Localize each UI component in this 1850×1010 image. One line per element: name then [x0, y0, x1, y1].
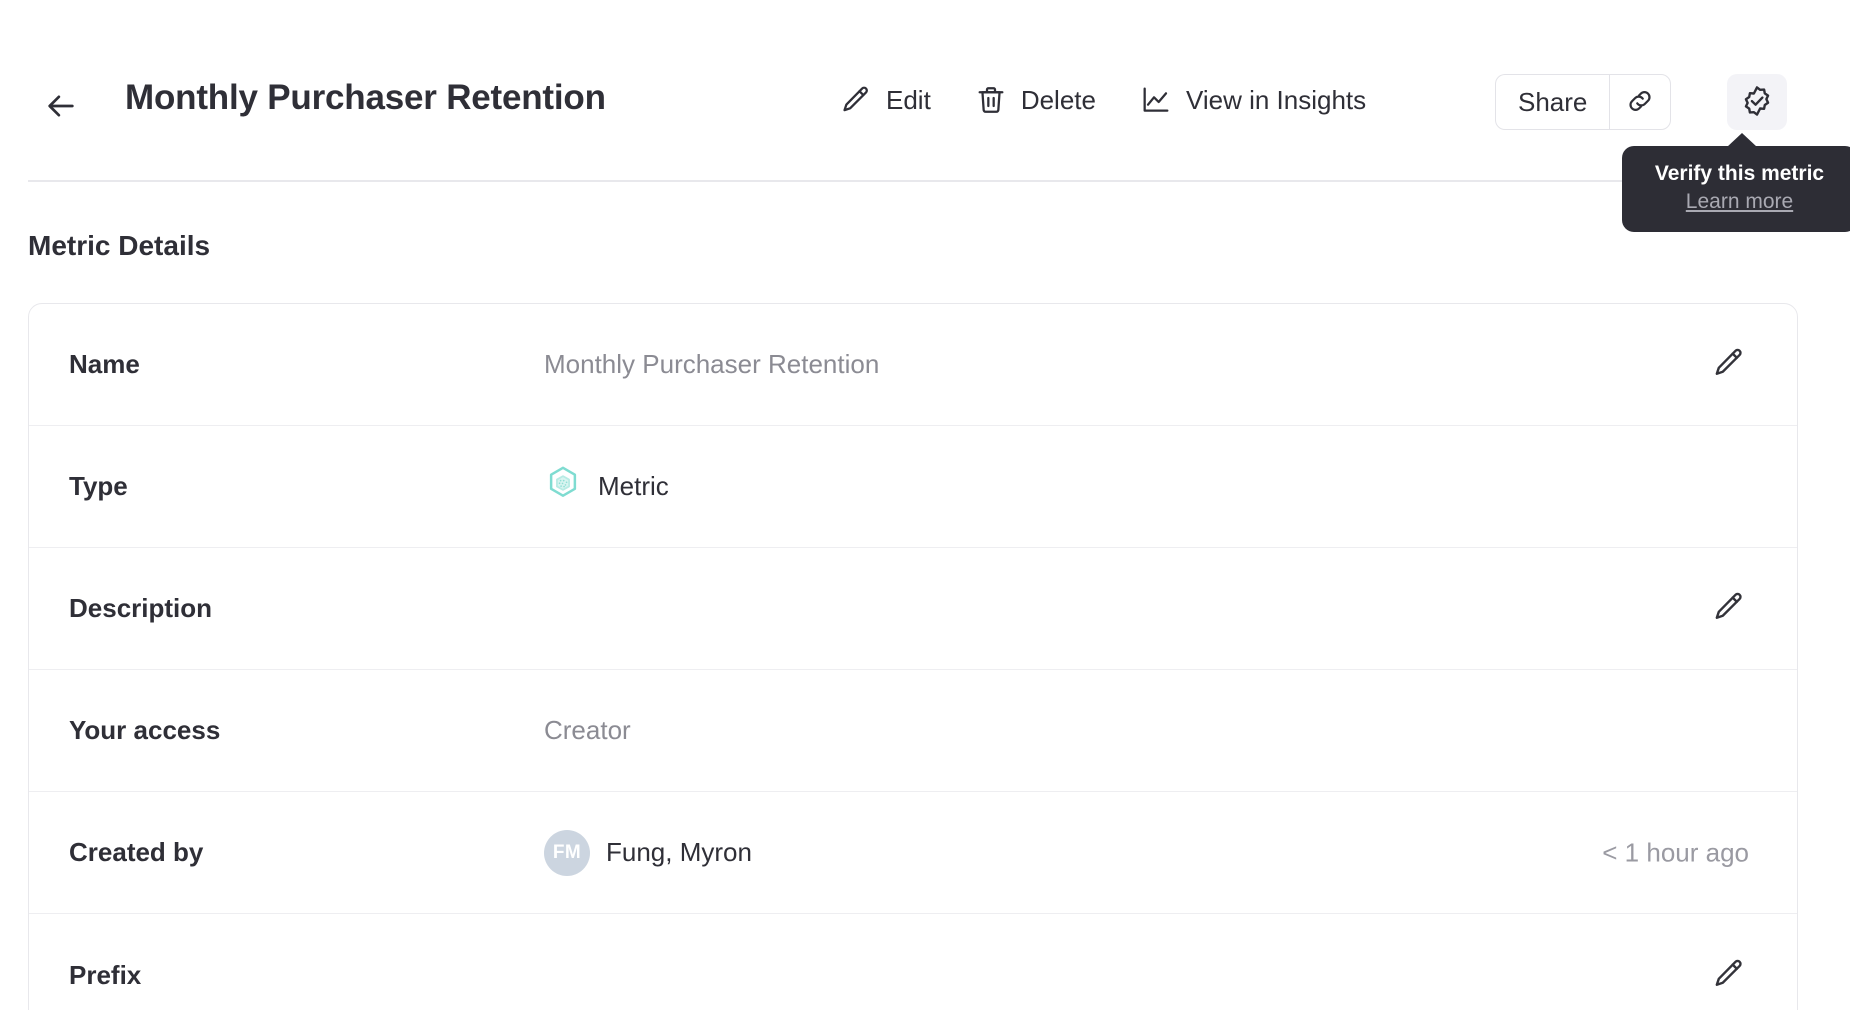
edit-button-label: Edit: [886, 84, 931, 115]
row-value: Creator: [544, 715, 631, 745]
link-icon: [1625, 86, 1655, 119]
row-value-wrapper: FM Fung, Myron: [544, 829, 1797, 876]
tooltip-title: Verify this metric: [1654, 162, 1825, 185]
edit-name-button[interactable]: [1709, 345, 1749, 385]
delete-button[interactable]: Delete: [953, 78, 1118, 122]
section-title: Metric Details: [28, 230, 211, 261]
pencil-icon: [1712, 590, 1746, 627]
verify-metric-tooltip: Verify this metric Learn more: [1622, 133, 1850, 232]
detail-row-description: Description: [29, 548, 1797, 670]
row-label: Created by: [69, 837, 204, 867]
tooltip-arrow: [1727, 133, 1757, 147]
pencil-icon: [840, 84, 872, 116]
created-timestamp: < 1 hour ago: [1602, 837, 1749, 867]
row-label: Your access: [69, 715, 221, 745]
verified-badge-icon: [1740, 84, 1774, 121]
row-label: Prefix: [69, 959, 142, 990]
back-button[interactable]: [38, 83, 84, 129]
pencil-icon: [1712, 957, 1746, 994]
metric-details-card: Name Monthly Purchaser Retention Type: [28, 303, 1798, 1010]
row-label: Description: [69, 593, 213, 623]
edit-description-button[interactable]: [1709, 589, 1749, 629]
hexagon-metric-icon: [544, 464, 582, 509]
line-chart-icon: [1140, 84, 1172, 116]
row-label: Type: [69, 471, 128, 501]
row-value: [544, 958, 1797, 992]
view-in-insights-button[interactable]: View in Insights: [1118, 78, 1388, 122]
copy-link-button[interactable]: [1609, 74, 1672, 130]
header-toolbar: Edit Delete: [818, 78, 1388, 122]
verify-metric-button[interactable]: [1727, 74, 1787, 130]
row-label: Name: [69, 349, 140, 379]
header-divider: [28, 180, 1850, 182]
row-value: Monthly Purchaser Retention: [544, 349, 880, 379]
view-in-insights-label: View in Insights: [1185, 84, 1367, 115]
row-value: Metric: [598, 471, 669, 501]
detail-row-name: Name Monthly Purchaser Retention: [29, 304, 1797, 426]
avatar: FM: [544, 829, 590, 876]
detail-row-created-by: Created by FM Fung, Myron < 1 hour ago: [29, 792, 1797, 914]
detail-row-type: Type Metric: [29, 426, 1797, 548]
detail-row-your-access: Your access Creator: [29, 670, 1797, 792]
pencil-icon: [1712, 346, 1746, 383]
share-button[interactable]: Share: [1495, 74, 1610, 130]
share-button-group: Share: [1495, 74, 1672, 130]
detail-row-prefix: Prefix: [29, 914, 1797, 1010]
tooltip-learn-more-link[interactable]: Learn more: [1685, 190, 1794, 213]
trash-icon: [975, 84, 1007, 116]
page-title: Monthly Purchaser Retention: [125, 78, 606, 117]
edit-button[interactable]: Edit: [818, 78, 953, 122]
edit-prefix-button[interactable]: [1709, 955, 1749, 995]
row-value: [544, 592, 1797, 626]
delete-button-label: Delete: [1020, 84, 1096, 115]
row-value-wrapper: Metric: [544, 464, 1797, 509]
page-header: Monthly Purchaser Retention Edit: [0, 0, 1850, 232]
row-value: Fung, Myron: [606, 837, 752, 867]
arrow-left-icon: [44, 89, 78, 123]
